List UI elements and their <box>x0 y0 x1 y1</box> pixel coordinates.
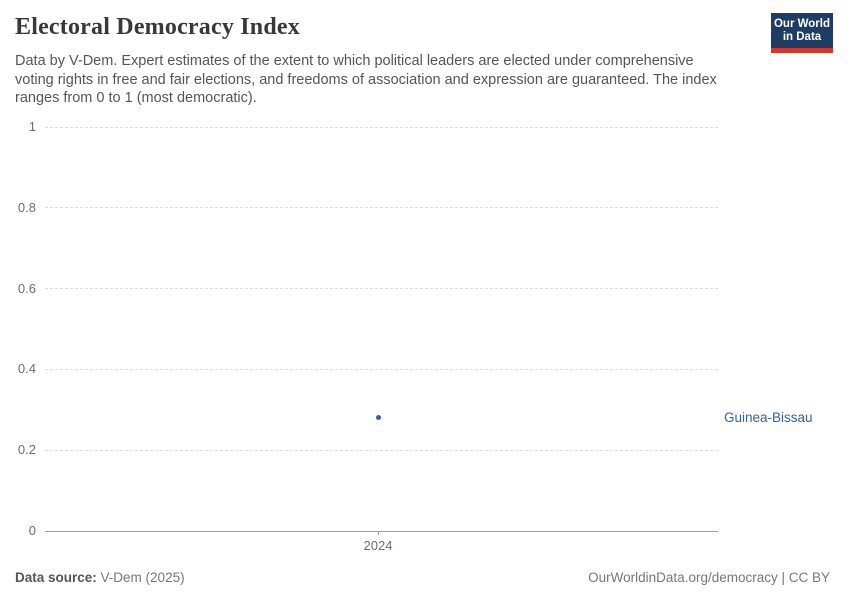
y-axis-tick-label: 0 <box>28 523 36 538</box>
chart-subtitle: Data by V-Dem. Expert estimates of the e… <box>15 52 740 108</box>
page-title: Electoral Democracy Index <box>15 14 300 40</box>
gridline <box>45 368 718 370</box>
y-axis-tick-label: 0.6 <box>17 280 36 296</box>
license-note: OurWorldinData.org/democracy | CC BY <box>588 570 830 585</box>
data-source-label: Data source: <box>15 570 97 585</box>
owid-logo-line2: in Data <box>782 30 822 43</box>
owid-logo-red-bar <box>771 48 833 53</box>
x-axis-tick <box>377 531 379 535</box>
chart-subtitle-line: voting rights in free and fair elections… <box>15 71 717 88</box>
chart-subtitle-line: Data by V-Dem. Expert estimates of the e… <box>15 53 694 69</box>
gridline <box>45 207 718 209</box>
gridline <box>45 288 718 290</box>
data-point-guinea-bissau[interactable] <box>376 415 381 421</box>
data-source-value: V-Dem (2025) <box>100 570 185 585</box>
owid-logo: Our World in Data <box>771 13 833 53</box>
y-axis-tick-label: 0.8 <box>17 199 36 215</box>
y-axis-tick-label: 1 <box>28 119 36 134</box>
chart-subtitle-line: ranges from 0 to 1 (most democratic). <box>15 90 257 107</box>
data-source-note: Data source: V-Dem (2025) <box>15 569 185 586</box>
x-axis-tick-label: 2024 <box>363 538 393 553</box>
gridline <box>45 126 718 128</box>
owid-logo-box: Our World in Data <box>771 13 833 48</box>
entity-label-guinea-bissau[interactable]: Guinea-Bissau <box>724 410 813 426</box>
y-axis-tick-label: 0.4 <box>17 361 36 377</box>
owid-logo-line1: Our World <box>773 17 830 30</box>
x-axis-line <box>45 530 718 532</box>
gridline <box>45 449 718 451</box>
y-axis-tick-label: 0.2 <box>17 442 36 458</box>
